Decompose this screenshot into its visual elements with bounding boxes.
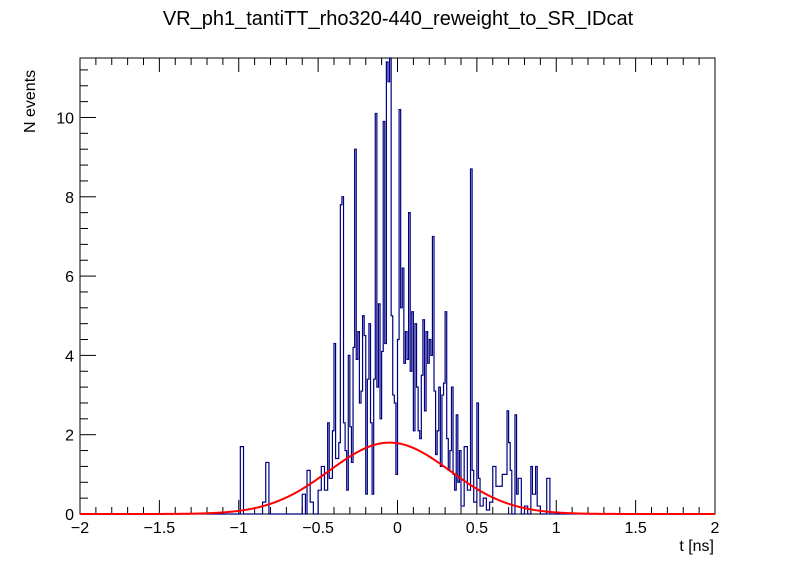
y-tick-label: 10 (56, 110, 74, 127)
chart-title: VR_ph1_tantiTT_rho320-440_reweight_to_SR… (162, 8, 634, 30)
gaussian-fit-curve (80, 441, 715, 515)
x-tick-label: 0 (393, 520, 402, 537)
x-tick-label: −2 (71, 520, 89, 537)
x-tick-label: −0.5 (302, 520, 334, 537)
x-tick-label: −1.5 (144, 520, 176, 537)
y-tick-label: 4 (65, 348, 74, 365)
y-tick-label: 6 (65, 269, 74, 286)
x-tick-label: −1 (230, 520, 248, 537)
y-tick-label: 2 (65, 428, 74, 445)
x-tick-label: 0.5 (466, 520, 488, 537)
y-tick-label: 8 (65, 190, 74, 207)
x-tick-label: 1.5 (625, 520, 647, 537)
y-tick-label: 0 (65, 507, 74, 524)
x-tick-label: 2 (711, 520, 720, 537)
x-tick-label: 1 (552, 520, 561, 537)
x-axis-label: t [ns] (679, 538, 714, 555)
histogram-series (80, 57, 715, 515)
